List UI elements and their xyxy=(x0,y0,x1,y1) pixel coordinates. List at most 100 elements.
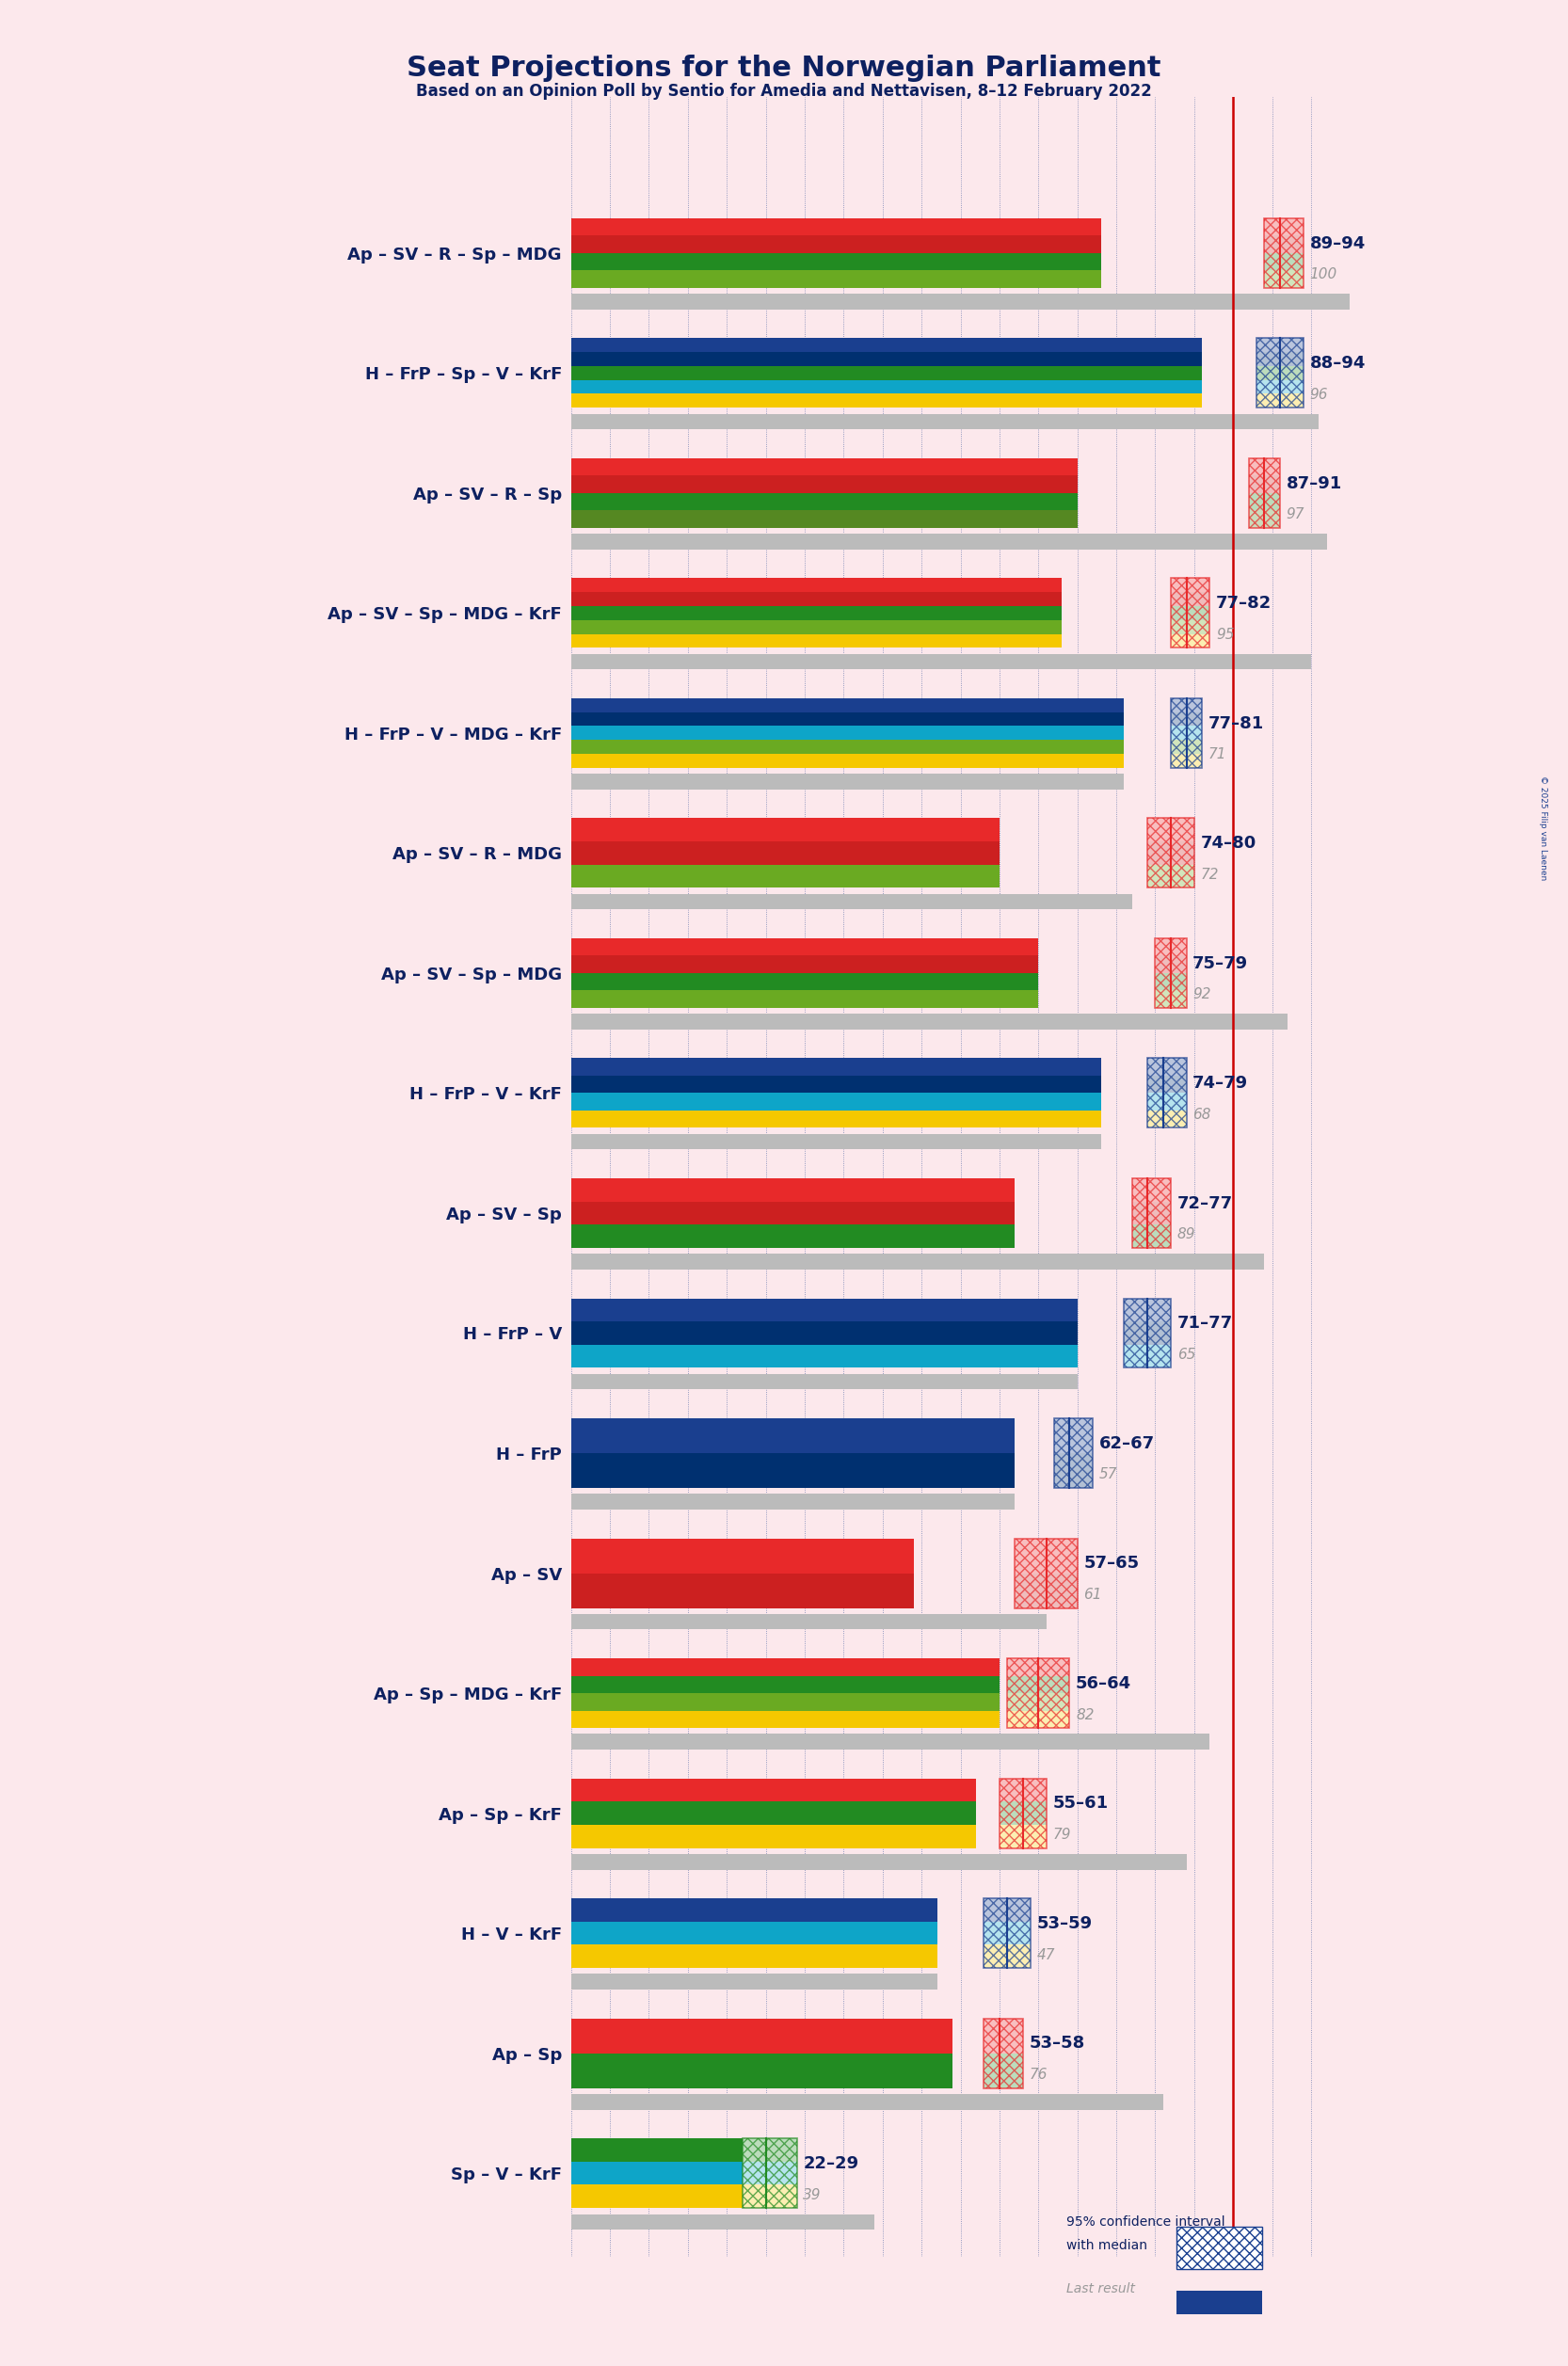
Bar xyxy=(571,1178,1014,1202)
Bar xyxy=(571,2018,953,2054)
Bar xyxy=(983,2018,1022,2054)
Bar xyxy=(571,1077,1101,1093)
Bar xyxy=(571,2094,1163,2110)
Bar xyxy=(571,606,1062,620)
Bar xyxy=(983,2018,1022,2089)
Bar xyxy=(1124,1344,1171,1368)
Bar xyxy=(571,1734,1210,1748)
Bar xyxy=(571,2139,757,2163)
Bar xyxy=(1171,620,1210,634)
Text: 57–65: 57–65 xyxy=(1083,1554,1140,1571)
Bar xyxy=(1007,1675,1069,1694)
Bar xyxy=(571,2184,757,2207)
Bar xyxy=(1054,1453,1093,1488)
Bar xyxy=(983,1921,1030,1945)
Bar xyxy=(1014,1538,1077,1609)
Text: Seat Projections for the Norwegian Parliament: Seat Projections for the Norwegian Parli… xyxy=(406,54,1162,83)
Bar xyxy=(571,577,1062,592)
Text: Based on an Opinion Poll by Sentio for Amedia and Nettavisen, 8–12 February 2022: Based on an Opinion Poll by Sentio for A… xyxy=(416,83,1152,99)
Text: © 2025 Filip van Laenen: © 2025 Filip van Laenen xyxy=(1538,776,1548,880)
Bar xyxy=(1124,1299,1171,1368)
Bar xyxy=(571,1711,999,1727)
Bar xyxy=(1171,577,1210,592)
Bar xyxy=(1248,476,1279,492)
Bar xyxy=(571,726,1124,741)
Bar xyxy=(571,1323,1077,1344)
Bar xyxy=(571,293,1350,310)
Bar xyxy=(1148,1058,1187,1077)
Bar xyxy=(1007,1659,1069,1675)
Text: 77–81: 77–81 xyxy=(1209,715,1264,731)
Bar xyxy=(571,253,1101,270)
Text: 96: 96 xyxy=(1309,388,1328,402)
Bar xyxy=(1148,1110,1187,1129)
Bar xyxy=(571,741,1124,755)
Bar xyxy=(571,1779,977,1801)
Text: 53–59: 53–59 xyxy=(1036,1914,1093,1933)
Bar xyxy=(571,864,999,887)
Bar xyxy=(1256,367,1303,381)
Bar xyxy=(1171,634,1210,648)
Text: Last result: Last result xyxy=(1066,2281,1135,2295)
Text: 62–67: 62–67 xyxy=(1099,1436,1156,1453)
Bar xyxy=(1132,1178,1171,1247)
Bar xyxy=(742,2139,797,2207)
Text: 72: 72 xyxy=(1201,868,1218,883)
Bar xyxy=(571,2163,757,2184)
Text: 77–82: 77–82 xyxy=(1217,594,1272,613)
Bar xyxy=(571,939,1038,956)
Bar xyxy=(571,1375,1077,1389)
Bar xyxy=(1132,1226,1171,1247)
Bar xyxy=(1248,459,1279,476)
Bar xyxy=(1014,1538,1077,1573)
Bar xyxy=(1256,353,1303,367)
Bar xyxy=(1124,1323,1171,1344)
Bar xyxy=(571,1299,1077,1323)
Text: 72–77: 72–77 xyxy=(1178,1195,1232,1211)
Text: 95% confidence interval: 95% confidence interval xyxy=(1066,2215,1225,2229)
Bar xyxy=(571,511,1077,528)
Bar xyxy=(1148,864,1195,887)
Bar xyxy=(1256,381,1303,393)
Bar xyxy=(571,1573,914,1609)
Bar xyxy=(571,1801,977,1824)
Text: with median: with median xyxy=(1066,2238,1148,2252)
Bar xyxy=(1156,972,1187,991)
Text: 65: 65 xyxy=(1178,1349,1195,1363)
Bar xyxy=(1054,1417,1093,1488)
Bar xyxy=(571,1344,1077,1368)
Text: 89–94: 89–94 xyxy=(1309,234,1366,251)
Text: 57: 57 xyxy=(1099,1467,1118,1481)
Bar xyxy=(1171,577,1210,648)
Bar xyxy=(571,1538,914,1573)
Bar xyxy=(1156,939,1187,956)
Bar xyxy=(1256,338,1303,407)
Text: 61: 61 xyxy=(1083,1588,1102,1602)
Bar xyxy=(1148,819,1195,887)
Text: 55–61: 55–61 xyxy=(1052,1796,1109,1812)
Bar xyxy=(571,956,1038,972)
Bar xyxy=(571,2054,953,2089)
Bar xyxy=(983,1945,1030,1969)
Bar xyxy=(1156,939,1187,1008)
Bar xyxy=(571,381,1203,393)
Bar xyxy=(1171,712,1203,726)
Bar xyxy=(1264,253,1303,270)
Bar xyxy=(571,367,1203,381)
Text: 88–94: 88–94 xyxy=(1309,355,1366,371)
Bar xyxy=(571,755,1124,769)
Text: 56–64: 56–64 xyxy=(1076,1675,1132,1692)
Bar xyxy=(571,270,1101,289)
Bar xyxy=(983,1898,1030,1921)
Bar xyxy=(983,1898,1030,1969)
Bar xyxy=(571,1921,938,1945)
Text: 97: 97 xyxy=(1286,509,1305,521)
Bar xyxy=(1132,1202,1171,1226)
Bar xyxy=(1264,218,1303,237)
Bar xyxy=(1256,393,1303,407)
Bar xyxy=(571,653,1311,670)
Bar xyxy=(571,1202,1014,1226)
Bar xyxy=(1264,237,1303,253)
Bar xyxy=(983,2054,1022,2089)
Bar xyxy=(571,1614,1046,1630)
